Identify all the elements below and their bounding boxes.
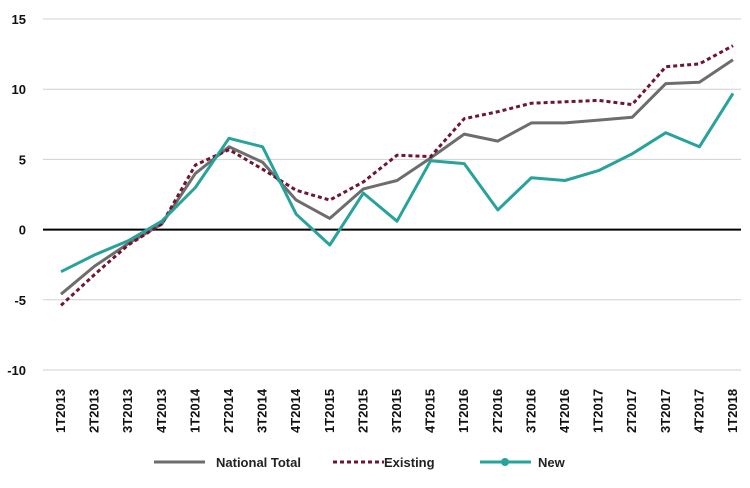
data-point bbox=[228, 145, 231, 148]
x-tick-label: 3T2014 bbox=[255, 388, 270, 433]
data-point bbox=[261, 168, 264, 171]
data-point bbox=[664, 65, 667, 68]
data-point bbox=[228, 137, 231, 140]
x-tick-label: 2T2015 bbox=[355, 389, 370, 433]
data-point bbox=[93, 253, 96, 256]
data-point bbox=[362, 192, 365, 195]
data-point bbox=[496, 140, 499, 143]
series-line-1 bbox=[59, 44, 734, 307]
data-point bbox=[564, 121, 567, 124]
data-point bbox=[60, 270, 63, 273]
x-tick-label: 4T2013 bbox=[154, 389, 169, 433]
data-point bbox=[362, 180, 365, 183]
data-point bbox=[396, 179, 399, 182]
y-tick-label: 0 bbox=[19, 223, 26, 238]
data-point bbox=[160, 220, 163, 223]
data-point bbox=[530, 121, 533, 124]
data-point bbox=[396, 154, 399, 157]
data-point bbox=[261, 161, 264, 164]
legend-marker bbox=[501, 458, 509, 466]
data-point bbox=[698, 81, 701, 84]
data-point bbox=[597, 99, 600, 102]
data-point bbox=[261, 145, 264, 148]
data-point bbox=[328, 199, 331, 202]
data-point bbox=[496, 110, 499, 113]
y-tick-label: -10 bbox=[7, 363, 26, 378]
legend-label-0: National Total bbox=[216, 455, 301, 470]
data-point bbox=[295, 199, 298, 202]
x-tick-label: 2T2014 bbox=[221, 388, 236, 433]
data-point bbox=[698, 145, 701, 148]
legend: National Total Existing New bbox=[154, 455, 566, 470]
data-point bbox=[597, 119, 600, 122]
data-point bbox=[194, 186, 197, 189]
data-point bbox=[530, 102, 533, 105]
x-tick-label: 3T2017 bbox=[658, 389, 673, 433]
series-line-0 bbox=[60, 58, 734, 296]
data-point bbox=[93, 273, 96, 276]
gridlines bbox=[43, 18, 741, 371]
data-point bbox=[597, 169, 600, 172]
data-point bbox=[429, 159, 432, 162]
data-point bbox=[732, 44, 735, 47]
data-point bbox=[194, 172, 197, 175]
y-tick-label: 5 bbox=[19, 152, 26, 167]
data-point bbox=[396, 220, 399, 223]
data-point bbox=[60, 293, 63, 296]
x-tick-label: 1T2017 bbox=[591, 389, 606, 433]
data-point bbox=[362, 187, 365, 190]
data-point bbox=[732, 92, 735, 95]
x-tick-label: 4T2014 bbox=[288, 388, 303, 433]
data-point bbox=[127, 244, 130, 247]
x-tick-label: 4T2015 bbox=[423, 389, 438, 433]
x-tick-label: 4T2016 bbox=[557, 389, 572, 433]
y-tick-label: 10 bbox=[12, 82, 26, 97]
data-point bbox=[429, 155, 432, 158]
x-tick-label: 2T2013 bbox=[87, 389, 102, 433]
legend-label-1: Existing bbox=[384, 455, 435, 470]
data-point bbox=[328, 244, 331, 247]
data-point bbox=[127, 239, 130, 242]
x-tick-label: 1T2013 bbox=[53, 389, 68, 433]
data-point bbox=[664, 131, 667, 134]
data-point bbox=[564, 100, 567, 103]
y-axis-ticks: 15 10 5 0 -5 -10 bbox=[7, 12, 26, 378]
data-point bbox=[530, 176, 533, 179]
x-axis-ticks: 1T2013 2T2013 3T2013 4T2013 1T2014 2T2014 3T20… bbox=[53, 388, 740, 433]
data-point bbox=[295, 213, 298, 216]
series-line-2 bbox=[60, 92, 735, 274]
data-point bbox=[564, 179, 567, 182]
legend-label-2: New bbox=[538, 455, 566, 470]
data-point bbox=[295, 189, 298, 192]
data-point bbox=[631, 103, 634, 106]
x-tick-label: 1T2014 bbox=[187, 388, 202, 433]
x-tick-label: 2T2016 bbox=[490, 389, 505, 433]
x-tick-label: 3T2015 bbox=[389, 389, 404, 433]
data-point bbox=[228, 148, 231, 151]
data-point bbox=[463, 162, 466, 165]
data-point bbox=[732, 58, 735, 61]
x-tick-label: 1T2016 bbox=[456, 389, 471, 433]
series-lines bbox=[59, 44, 735, 307]
data-point bbox=[664, 82, 667, 85]
data-point bbox=[463, 133, 466, 136]
data-point bbox=[60, 304, 63, 307]
data-point bbox=[328, 217, 331, 220]
data-point bbox=[496, 208, 499, 211]
y-tick-label: -5 bbox=[14, 293, 26, 308]
x-tick-label: 1T2018 bbox=[725, 389, 740, 433]
data-point bbox=[194, 164, 197, 167]
data-point bbox=[93, 265, 96, 268]
x-tick-label: 1T2015 bbox=[322, 389, 337, 433]
data-point bbox=[698, 62, 701, 65]
data-point bbox=[631, 116, 634, 119]
x-tick-label: 4T2017 bbox=[691, 389, 706, 433]
x-tick-label: 3T2016 bbox=[523, 389, 538, 433]
data-point bbox=[463, 117, 466, 120]
data-point bbox=[631, 152, 634, 155]
y-tick-label: 15 bbox=[12, 12, 26, 27]
x-tick-label: 3T2013 bbox=[120, 389, 135, 433]
x-tick-label: 2T2017 bbox=[624, 389, 639, 433]
